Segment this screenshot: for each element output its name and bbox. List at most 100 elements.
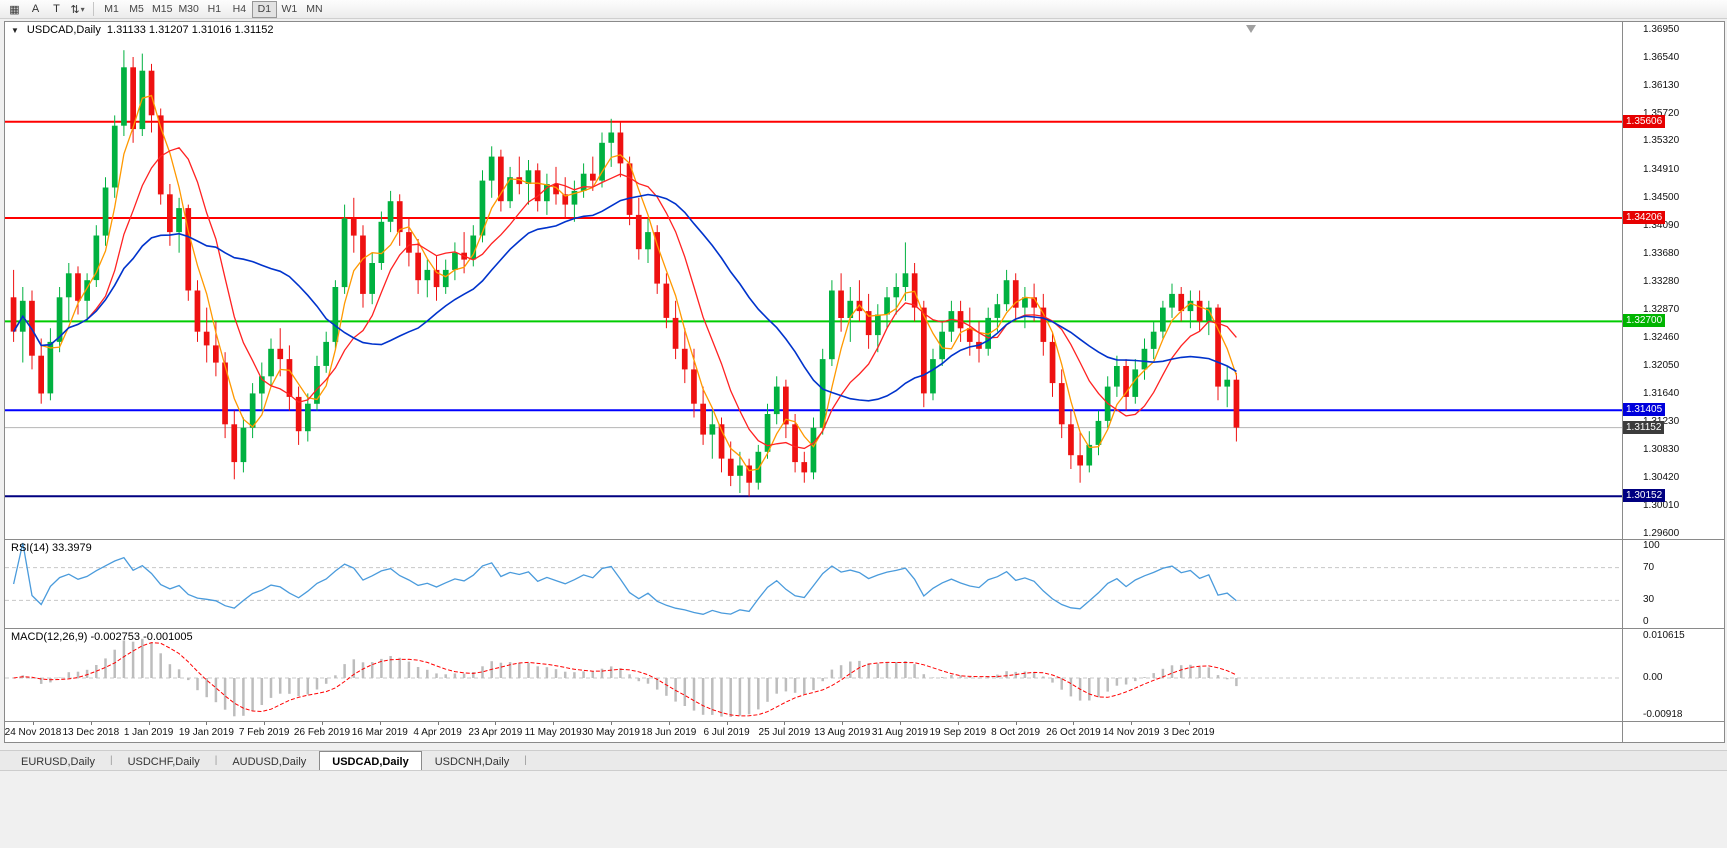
date-tick xyxy=(33,722,34,725)
cursor-a-glyph: A xyxy=(31,3,40,15)
axis-tick-label: 1.35720 xyxy=(1643,108,1680,119)
timeframe-mn-button[interactable]: MN xyxy=(306,3,323,15)
scale-toggle-glyph: ⇅ xyxy=(70,3,80,16)
date-label: 4 Apr 2019 xyxy=(413,727,462,738)
rsi-svg[interactable] xyxy=(5,540,1622,628)
ma-slow-line xyxy=(12,193,1237,402)
date-tick xyxy=(900,722,901,725)
tab-usdcnh-daily[interactable]: USDCNH,Daily xyxy=(434,755,510,768)
main-chart-svg[interactable] xyxy=(5,22,1622,539)
rsi-panel[interactable]: RSI(14) 33.3979 xyxy=(5,540,1622,629)
ma-mid-line xyxy=(13,147,1237,450)
tab-separator: | xyxy=(524,755,527,766)
tab-audusd-daily[interactable]: AUDUSD,Daily xyxy=(232,755,307,768)
date-tick xyxy=(264,722,266,725)
macd-axis[interactable]: 0.010615 0.00 -0.00918 xyxy=(1623,629,1724,722)
tab-usdcad-daily[interactable]: USDCAD,Daily xyxy=(319,751,422,770)
chevron-down-icon: ▾ xyxy=(80,4,85,14)
axis-tick-label: -0.00918 xyxy=(1643,709,1683,720)
timeframe-m5-button[interactable]: M5 xyxy=(129,3,144,15)
date-label: 8 Oct 2019 xyxy=(991,727,1041,738)
price-axis-main[interactable]: 1.36950 1.36540 1.36130 1.35720 1.35320 1.349… xyxy=(1623,22,1724,540)
axis-tick-label: 1.33280 xyxy=(1643,275,1680,287)
date-label: 11 May 2019 xyxy=(524,727,582,738)
price-level-badge: 1.31405 xyxy=(1623,403,1666,417)
timeframe-m15-button[interactable]: M15 xyxy=(152,3,173,15)
toolbar: ▦ A T ⇅ ▾ M1 M5 M15 M30 H1 H4 D1 W1 MN xyxy=(0,0,1727,19)
axis-tick-label: 0 xyxy=(1643,616,1649,627)
timeframe-m1-button[interactable]: M1 xyxy=(104,3,119,15)
cursor-a-icon[interactable]: A xyxy=(25,1,46,18)
price-axis[interactable]: 1.36950 1.36540 1.36130 1.35720 1.35320 1.349… xyxy=(1622,22,1724,742)
axis-tick-label: 1.31640 xyxy=(1643,388,1680,400)
date-label: 25 Jul 2019 xyxy=(758,727,811,738)
date-label: 31 Aug 2019 xyxy=(871,727,929,738)
date-tick xyxy=(1131,722,1133,725)
ma-fast-line xyxy=(13,94,1238,472)
axis-tick-label: 1.32870 xyxy=(1643,303,1680,315)
date-label: 14 Nov 2019 xyxy=(1102,727,1160,738)
date-label: 18 Jun 2019 xyxy=(641,727,697,738)
price-level-badge: 1.34206 xyxy=(1623,210,1666,224)
chart-plots: ▼ USDCAD,Daily 1.31133 1.31207 1.31016 1… xyxy=(5,22,1622,742)
date-tick xyxy=(726,722,728,725)
timeframe-w1-button[interactable]: W1 xyxy=(281,3,298,15)
axis-tick-label: 1.34090 xyxy=(1643,219,1680,231)
macd-label: MACD(12,26,9) -0.002753 -0.001005 xyxy=(11,631,193,643)
axis-tick-label: 1.34500 xyxy=(1643,191,1680,203)
date-label: 1 Jan 2019 xyxy=(123,727,174,738)
timeframe-m30-button[interactable]: M30 xyxy=(178,3,199,15)
tab-eurusd-daily[interactable]: EURUSD,Daily xyxy=(21,755,95,768)
scale-toggle-icon[interactable]: ⇅ ▾ xyxy=(67,1,88,18)
axis-tick-label: 1.29600 xyxy=(1643,528,1680,540)
axis-tick-label: 1.36130 xyxy=(1643,79,1680,91)
date-tick xyxy=(1073,722,1075,725)
date-axis[interactable]: 24 Nov 2018 13 Dec 2018 1 Jan 2019 19 Jan 2… xyxy=(5,722,1622,742)
date-tick xyxy=(322,722,323,725)
date-tick xyxy=(957,722,959,725)
date-label: 7 Feb 2019 xyxy=(238,727,290,738)
timeframe-d1-button[interactable]: D1 xyxy=(251,0,277,18)
axis-tick-label: 1.34910 xyxy=(1643,163,1680,175)
price-level-badge: 1.32700 xyxy=(1623,314,1666,328)
macd-histogram xyxy=(21,638,1238,717)
tab-separator: | xyxy=(109,755,113,766)
axis-tick-label: 1.36540 xyxy=(1643,51,1680,63)
tab-usdchf-daily[interactable]: USDCHF,Daily xyxy=(127,755,200,768)
candle-wicks xyxy=(13,50,1237,497)
rsi-line xyxy=(12,542,1237,615)
text-tool-icon[interactable]: T xyxy=(46,1,67,18)
axis-tick-label: 1.30420 xyxy=(1643,471,1680,483)
date-tick xyxy=(668,722,670,725)
macd-panel[interactable]: MACD(12,26,9) -0.002753 -0.001005 xyxy=(5,629,1622,722)
axis-tick-label: 0.010615 xyxy=(1643,630,1685,641)
text-tool-glyph: T xyxy=(53,3,60,15)
timeframe-h1-button[interactable]: H1 xyxy=(207,3,222,15)
chart-window: ▼ USDCAD,Daily 1.31133 1.31207 1.31016 1… xyxy=(4,21,1725,743)
chart-symbol-period: USDCAD,Daily xyxy=(26,24,101,36)
macd-label-text: MACD(12,26,9) -0.002753 -0.001005 xyxy=(11,631,193,643)
axis-corner xyxy=(1623,722,1724,742)
date-label: 26 Oct 2019 xyxy=(1046,727,1101,738)
date-label: 24 Nov 2018 xyxy=(4,727,62,738)
date-label: 16 Mar 2019 xyxy=(351,727,408,738)
axis-tick-label: 0.00 xyxy=(1643,672,1663,684)
main-chart-panel[interactable]: ▼ USDCAD,Daily 1.31133 1.31207 1.31016 1… xyxy=(5,22,1622,540)
axis-tick-label: 1.30830 xyxy=(1643,443,1680,455)
axis-tick-label: 1.35320 xyxy=(1643,135,1680,147)
axis-tick-label: 70 xyxy=(1643,561,1655,573)
date-tick xyxy=(206,722,208,725)
chart-window-icon[interactable]: ▦ xyxy=(4,1,25,18)
date-tick xyxy=(611,722,612,725)
shift-marker-icon xyxy=(1246,25,1256,33)
axis-tick-label: 1.32050 xyxy=(1643,359,1680,371)
date-tick xyxy=(1189,722,1190,725)
macd-svg[interactable] xyxy=(5,629,1622,721)
axis-tick-label: 100 xyxy=(1643,540,1660,551)
timeframe-h4-button[interactable]: H4 xyxy=(232,3,247,15)
date-label: 26 Feb 2019 xyxy=(293,727,351,738)
date-tick xyxy=(1015,722,1017,725)
date-label: 3 Dec 2019 xyxy=(1163,727,1215,738)
rsi-axis[interactable]: 100 70 30 0 xyxy=(1623,540,1724,629)
